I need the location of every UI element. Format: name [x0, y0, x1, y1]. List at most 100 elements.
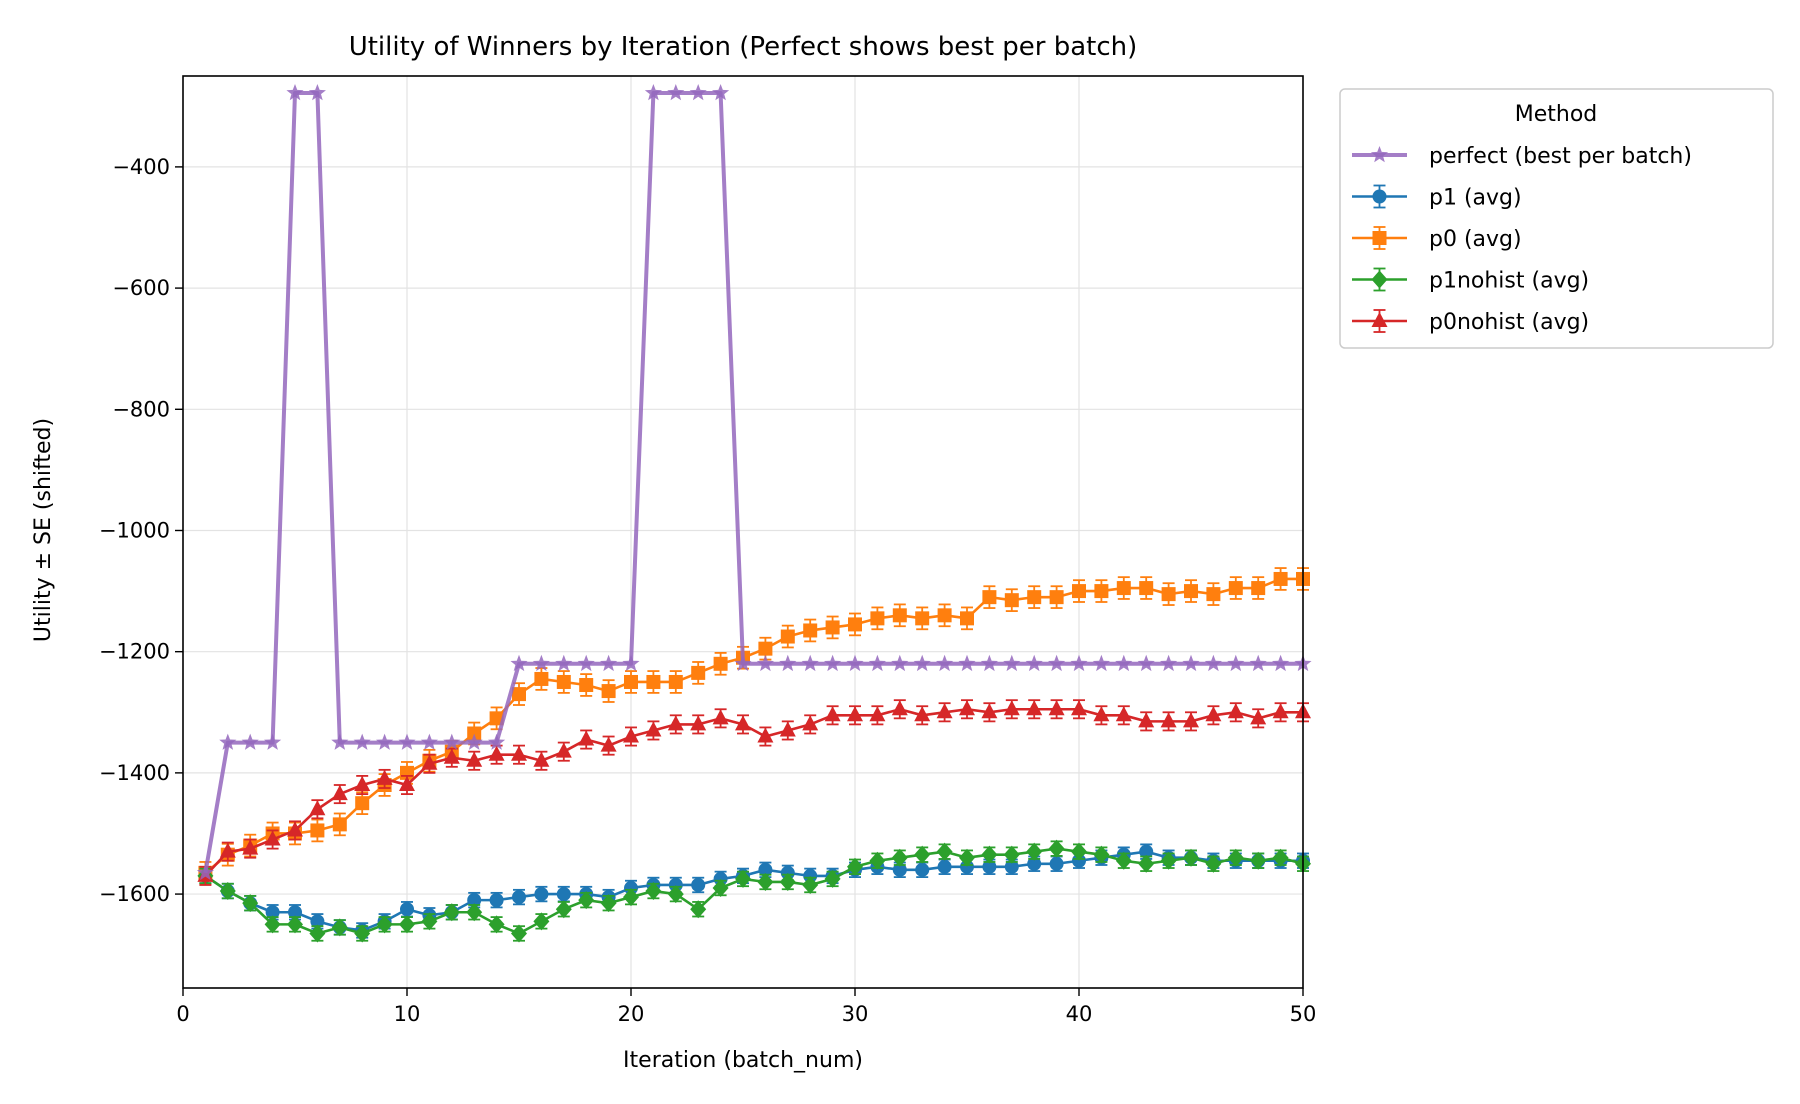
data-point	[1228, 581, 1243, 596]
data-point	[331, 918, 348, 937]
data-point	[1025, 654, 1043, 672]
legend-marker	[1372, 231, 1387, 245]
data-point	[1139, 844, 1154, 859]
data-point	[489, 893, 504, 908]
data-point	[467, 893, 482, 908]
data-point	[310, 823, 325, 838]
data-point	[757, 727, 774, 743]
data-point	[713, 656, 728, 671]
data-point	[354, 924, 371, 943]
data-point	[891, 700, 908, 716]
data-point	[465, 733, 483, 750]
data-point	[624, 674, 638, 689]
data-point	[624, 881, 638, 896]
data-point	[287, 821, 303, 837]
data-point	[1272, 703, 1289, 719]
data-point	[713, 871, 728, 886]
data-point	[1273, 571, 1288, 586]
data-point	[1184, 584, 1198, 599]
data-point	[870, 611, 885, 626]
legend-entry: perfect (best per batch)	[1352, 144, 1692, 169]
data-point	[802, 875, 819, 894]
data-point	[645, 721, 662, 737]
data-point	[1026, 700, 1043, 716]
data-point	[891, 848, 908, 867]
data-point	[264, 915, 281, 934]
data-point	[219, 733, 237, 750]
data-point	[646, 674, 661, 689]
data-point	[331, 733, 349, 750]
data-point	[780, 865, 795, 880]
data-point	[466, 903, 483, 922]
x-tick-label: 40	[1066, 1002, 1093, 1026]
data-point	[1115, 851, 1132, 870]
data-point	[1003, 845, 1020, 864]
data-point	[1004, 859, 1019, 874]
data-point	[1272, 654, 1290, 672]
data-point	[690, 900, 707, 919]
data-point	[623, 888, 639, 907]
data-point	[467, 726, 482, 741]
data-point	[1183, 712, 1199, 728]
data-point	[690, 715, 707, 731]
legend-entries: perfect (best per batch) p1 (avg) p0 (avg)…	[1352, 144, 1692, 335]
data-point	[668, 877, 683, 892]
data-point	[622, 654, 640, 672]
data-point	[1048, 654, 1066, 672]
data-point	[645, 882, 662, 901]
data-point	[1093, 706, 1110, 722]
data-point	[825, 620, 840, 635]
data-point	[803, 868, 818, 883]
data-point	[466, 751, 483, 767]
legend-label: p1 (avg)	[1429, 186, 1522, 211]
y-tick-label: −1000	[99, 518, 170, 542]
data-point	[1072, 853, 1086, 868]
legend-marker	[1370, 146, 1389, 163]
data-point	[1182, 654, 1200, 672]
data-point	[1049, 856, 1064, 871]
data-point	[936, 703, 953, 719]
data-point	[915, 611, 930, 626]
y-tick-label: −800	[112, 397, 170, 421]
data-point	[868, 654, 886, 672]
y-tick-label: −1600	[99, 882, 170, 906]
data-point	[779, 654, 797, 672]
data-point	[847, 706, 863, 722]
data-point	[824, 654, 842, 672]
data-point	[982, 590, 997, 605]
data-point	[219, 842, 236, 858]
data-point	[1093, 845, 1110, 864]
data-point	[892, 862, 907, 877]
data-point	[309, 924, 326, 943]
data-point	[1160, 654, 1178, 672]
plot-frame	[182, 75, 1304, 989]
data-point	[691, 877, 706, 892]
data-point	[488, 915, 505, 934]
data-point	[1026, 842, 1043, 861]
data-point	[579, 678, 594, 693]
data-point	[869, 706, 886, 722]
legend-marker	[1371, 312, 1388, 327]
data-point	[959, 848, 975, 867]
data-point	[286, 83, 304, 101]
data-point	[600, 894, 617, 913]
data-point	[556, 674, 571, 689]
data-point	[376, 769, 393, 785]
data-point	[667, 83, 685, 101]
data-point	[846, 654, 864, 672]
data-point	[242, 839, 259, 855]
data-point	[265, 905, 280, 920]
data-point	[847, 857, 863, 876]
y-tick-label: −1200	[99, 640, 170, 664]
legend: Method perfect (best per batch)p1 (avg)p…	[1339, 88, 1774, 349]
data-point	[511, 924, 527, 943]
data-point	[288, 905, 302, 920]
data-point	[1049, 590, 1064, 605]
y-tick-label: −400	[112, 155, 170, 179]
data-point	[757, 872, 774, 891]
data-point	[1092, 654, 1110, 672]
data-point	[1251, 581, 1266, 596]
data-point	[443, 733, 461, 750]
data-point	[779, 872, 796, 891]
